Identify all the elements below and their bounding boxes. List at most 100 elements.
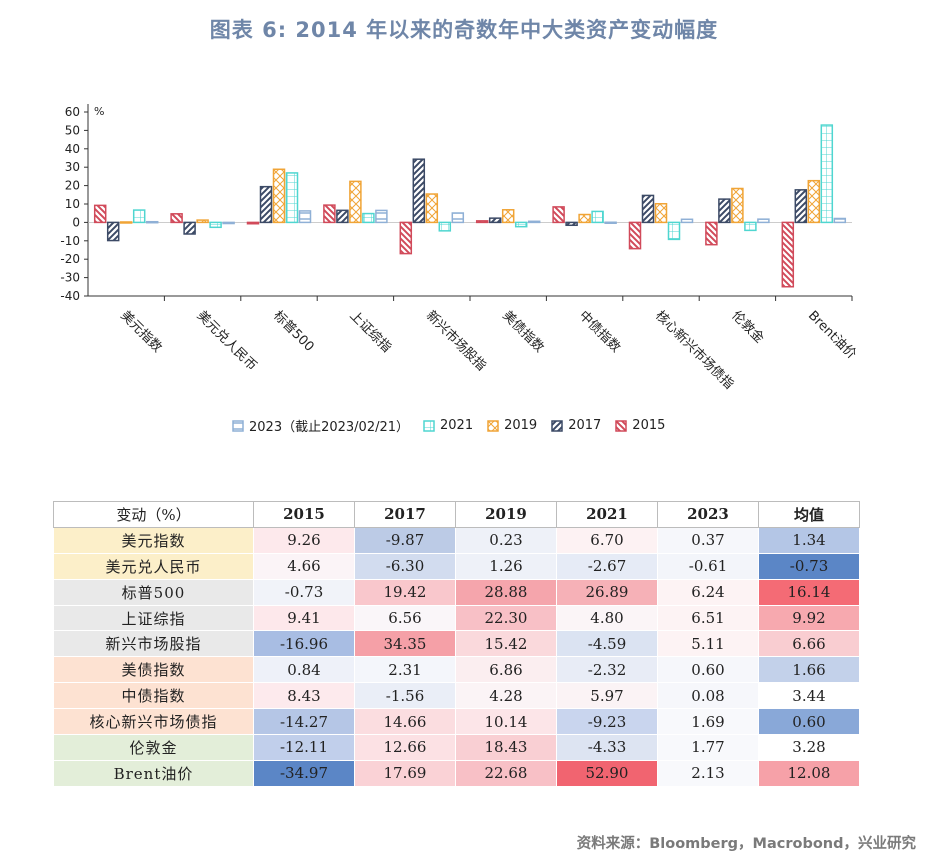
bar-2017-5 [488, 217, 502, 224]
row-label: 核心新兴市场债指 [53, 708, 254, 736]
table-cell: 28.88 [455, 578, 557, 606]
row-label: 新兴市场股指 [53, 630, 254, 658]
table-cell: 5.97 [556, 682, 658, 710]
table-corner-header: 变动（%） [53, 501, 254, 528]
legend-item-2021: 2021 [423, 418, 473, 433]
row-label: 美元兑人民币 [53, 552, 254, 580]
table-cell: 17.69 [354, 759, 456, 787]
table-cell: 9.41 [253, 604, 355, 632]
y-tick-label: 60 [65, 105, 80, 119]
table-cell: 1.77 [657, 734, 759, 761]
table-column-header: 2017 [354, 501, 456, 528]
table-cell: 6.70 [556, 526, 658, 554]
bar-2017-2 [259, 185, 273, 224]
table-cell: 10.14 [455, 708, 557, 736]
x-category-label: 中债指数 [576, 308, 623, 355]
table-cell: 1.69 [657, 708, 759, 736]
table-cell: 2.31 [354, 656, 456, 684]
bar-2023-1 [222, 221, 235, 225]
table-cell: 1.66 [758, 656, 860, 684]
table-row: 美债指数 0.84 2.31 6.86 -2.32 0.60 1.66 [53, 656, 860, 684]
bar-2017-1 [183, 221, 196, 235]
bar-2017-0 [106, 221, 120, 242]
table-cell: -0.73 [253, 578, 355, 606]
bar-2023-2 [298, 210, 312, 224]
row-label: 美债指数 [53, 656, 254, 684]
table-cell: 6.66 [758, 630, 860, 658]
table-cell: -2.67 [556, 552, 658, 580]
legend-item-2017: 2017 [551, 418, 601, 433]
source-note: 资料来源：Bloomberg，Macrobond，兴业研究 [576, 836, 916, 852]
chart-title: 图表 6: 2014 年以来的奇数年中大类资产变动幅度 [209, 18, 719, 42]
table-cell: 34.35 [354, 630, 456, 658]
table-cell: 6.86 [455, 656, 557, 684]
bar-2021-6 [591, 210, 604, 224]
legend-label: 2023（截止2023/02/21） [249, 420, 410, 435]
row-label: 中债指数 [53, 682, 254, 710]
y-tick-label: 20 [65, 179, 80, 193]
legend-label: 2015 [632, 418, 666, 433]
x-category-label: 美元指数 [117, 308, 164, 355]
bar-2021-2 [285, 172, 299, 224]
y-tick-label: 40 [65, 142, 80, 156]
bar-2019-9 [807, 179, 821, 224]
bar-2019-4 [425, 193, 439, 224]
table-cell: -9.23 [556, 708, 658, 736]
bar-2017-6 [565, 221, 578, 227]
bar-2015-9 [781, 221, 795, 288]
table-cell: -1.56 [354, 682, 456, 710]
row-label: 美元指数 [53, 526, 254, 554]
bar-2021-8 [744, 221, 757, 232]
chart-legend: 2023（截止2023/02/21） 2021 2019 2017 2015 [232, 416, 665, 435]
row-label: 上证综指 [53, 604, 254, 632]
table-row: Brent油价 -34.97 17.69 22.68 52.90 2.13 12.08 [53, 759, 860, 787]
x-category-label: 新兴市场股指 [423, 308, 489, 374]
table-cell: 0.84 [253, 656, 355, 684]
table-cell: -0.73 [758, 552, 860, 580]
table-cell: 4.80 [556, 604, 658, 632]
y-tick-label: -20 [60, 252, 80, 266]
x-category-label: 上证综指 [346, 308, 393, 355]
legend-swatch [423, 419, 435, 432]
table-cell: 15.42 [455, 630, 557, 658]
table-cell: -34.97 [253, 759, 355, 787]
row-label: Brent油价 [53, 759, 254, 787]
legend-label: 2017 [568, 418, 602, 433]
y-tick-label: 50 [65, 123, 80, 137]
bar-2021-9 [820, 124, 834, 224]
bar-2015-6 [552, 206, 565, 224]
table-cell: 4.66 [253, 552, 355, 580]
bar-2015-4 [399, 221, 413, 255]
y-tick-label: -40 [60, 289, 80, 303]
bar-2021-0 [132, 209, 146, 224]
legend-swatch [551, 419, 563, 432]
bar-2021-4 [438, 221, 452, 232]
table-cell: 18.43 [455, 734, 557, 761]
legend-swatch [615, 419, 628, 432]
table-header-row: 变动（%） 2015 2017 2019 2021 2023 均值 [53, 501, 860, 528]
table-column-header: 2023 [657, 501, 759, 528]
y-tick-label: -30 [60, 271, 80, 285]
table-cell: -2.32 [556, 656, 658, 684]
bar-2021-5 [514, 221, 528, 228]
table-cell: 2.13 [657, 759, 759, 787]
table-cell: 3.44 [758, 682, 860, 710]
table-cell: 8.43 [253, 682, 355, 710]
legend-swatch [487, 419, 499, 432]
bar-2015-8 [705, 221, 718, 246]
table-cell: 52.90 [556, 759, 658, 787]
x-category-label: Brent油价 [805, 308, 859, 362]
y-tick-label: 30 [65, 160, 80, 174]
row-label: 伦敦金 [53, 734, 254, 761]
table-cell: 14.66 [354, 708, 456, 736]
table-cell: 4.28 [455, 682, 557, 710]
bar-2015-0 [93, 204, 107, 224]
table-cell: -4.59 [556, 630, 658, 658]
bar-2019-0 [119, 221, 133, 224]
legend-item-2019: 2019 [487, 418, 537, 433]
table-cell: 12.08 [758, 759, 860, 787]
bar-2019-5 [501, 209, 515, 224]
data-table: 变动（%） 2015 2017 2019 2021 2023 均值 美元指数 9.26 -9.… [53, 501, 860, 787]
table-cell: -16.96 [253, 630, 355, 658]
bar-2017-4 [412, 158, 426, 224]
